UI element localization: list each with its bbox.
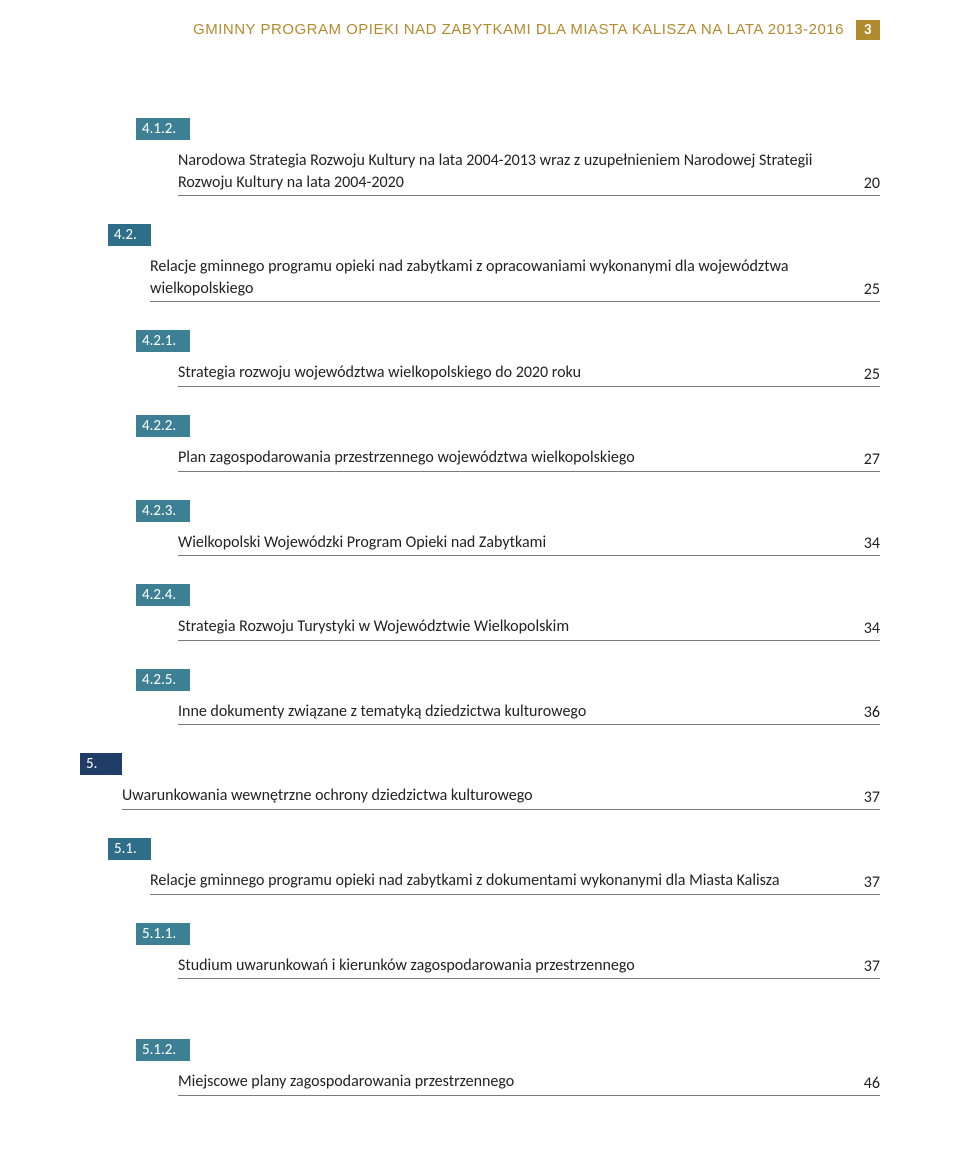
toc-title: Miejscowe plany zagospodarowania przestr… <box>178 1071 844 1093</box>
toc-title: Relacje gminnego programu opieki nad zab… <box>150 870 844 892</box>
toc-page-number: 37 <box>844 788 880 807</box>
toc-entry: 5.1.2. Miejscowe plany zagospodarowania p… <box>80 1039 880 1096</box>
toc-number-box: 4.2.3. <box>136 500 190 522</box>
toc-row: Studium uwarunkowań i kierunków zagospod… <box>178 955 880 980</box>
toc-title: Strategia rozwoju województwa wielkopols… <box>178 362 844 384</box>
toc-page-number: 27 <box>844 450 880 469</box>
toc-entry: 5.1. Relacje gminnego programu opieki nad… <box>80 838 880 895</box>
toc-entry: 4.1.2. Narodowa Strategia Rozwoju Kultury… <box>80 118 880 196</box>
toc-page-number: 25 <box>844 365 880 384</box>
toc-entry: 5.1.1. Studium uwarunkowań i kierunków za… <box>80 923 880 980</box>
toc-row: Wielkopolski Wojewódzki Program Opieki n… <box>178 532 880 557</box>
toc-number-box: 4.2.4. <box>136 584 190 606</box>
toc-entry: 4.2. Relacje gminnego programu opieki nad… <box>80 224 880 302</box>
toc-page-number: 34 <box>844 534 880 553</box>
toc-row: Strategia Rozwoju Turystyki w Województw… <box>178 616 880 641</box>
toc-row: Relacje gminnego programu opieki nad zab… <box>150 256 880 302</box>
toc-content: 4.1.2. Narodowa Strategia Rozwoju Kultury… <box>0 40 960 1096</box>
toc-title: Strategia Rozwoju Turystyki w Województw… <box>178 616 844 638</box>
toc-row: Narodowa Strategia Rozwoju Kultury na la… <box>178 150 880 196</box>
toc-number-box: 5. <box>80 753 122 775</box>
toc-title: Relacje gminnego programu opieki nad zab… <box>150 256 844 299</box>
toc-title: Narodowa Strategia Rozwoju Kultury na la… <box>178 150 844 193</box>
toc-page-number: 25 <box>844 280 880 299</box>
toc-row: Plan zagospodarowania przestrzennego woj… <box>178 447 880 472</box>
toc-number-box: 4.2.2. <box>136 415 190 437</box>
toc-entry: 5.Uwarunkowania wewnętrzne ochrony dzied… <box>80 753 880 810</box>
toc-number-box: 5.1.2. <box>136 1039 190 1061</box>
toc-entry: 4.2.1. Strategia rozwoju województwa wiel… <box>80 330 880 387</box>
toc-title: Studium uwarunkowań i kierunków zagospod… <box>178 955 844 977</box>
toc-row: Uwarunkowania wewnętrzne ochrony dziedzi… <box>122 785 880 810</box>
toc-number-box: 4.2. <box>108 224 151 246</box>
toc-title: Inne dokumenty związane z tematyką dzied… <box>178 701 844 723</box>
toc-page-number: 20 <box>844 174 880 193</box>
toc-page-number: 34 <box>844 619 880 638</box>
toc-entry: 4.2.3. Wielkopolski Wojewódzki Program Op… <box>80 500 880 557</box>
toc-row: Miejscowe plany zagospodarowania przestr… <box>178 1071 880 1096</box>
toc-entry: 4.2.5. Inne dokumenty związane z tematyką… <box>80 669 880 726</box>
toc-entry: 4.2.2. Plan zagospodarowania przestrzenne… <box>80 415 880 472</box>
toc-page-number: 36 <box>844 703 880 722</box>
toc-title: Uwarunkowania wewnętrzne ochrony dziedzi… <box>122 785 844 807</box>
toc-title: Wielkopolski Wojewódzki Program Opieki n… <box>178 532 844 554</box>
toc-number-box: 4.1.2. <box>136 118 190 140</box>
toc-number-box: 4.2.1. <box>136 330 190 352</box>
toc-row: Relacje gminnego programu opieki nad zab… <box>150 870 880 895</box>
toc-number-box: 5.1.1. <box>136 923 190 945</box>
toc-entry: 4.2.4. Strategia Rozwoju Turystyki w Woje… <box>80 584 880 641</box>
toc-number-box: 5.1. <box>108 838 151 860</box>
header-title: GMINNY PROGRAM OPIEKI NAD ZABYTKAMI DLA … <box>193 21 844 38</box>
header-page-badge: 3 <box>856 20 880 40</box>
toc-page-number: 37 <box>844 873 880 892</box>
toc-title: Plan zagospodarowania przestrzennego woj… <box>178 447 844 469</box>
toc-row: Strategia rozwoju województwa wielkopols… <box>178 362 880 387</box>
page-header: GMINNY PROGRAM OPIEKI NAD ZABYTKAMI DLA … <box>0 0 960 40</box>
toc-row: Inne dokumenty związane z tematyką dzied… <box>178 701 880 726</box>
toc-number-box: 4.2.5. <box>136 669 190 691</box>
toc-page-number: 46 <box>844 1074 880 1093</box>
toc-page-number: 37 <box>844 957 880 976</box>
